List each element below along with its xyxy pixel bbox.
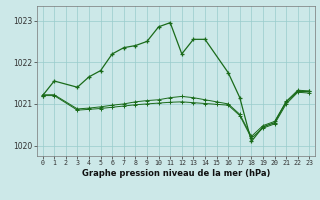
X-axis label: Graphe pression niveau de la mer (hPa): Graphe pression niveau de la mer (hPa) <box>82 169 270 178</box>
